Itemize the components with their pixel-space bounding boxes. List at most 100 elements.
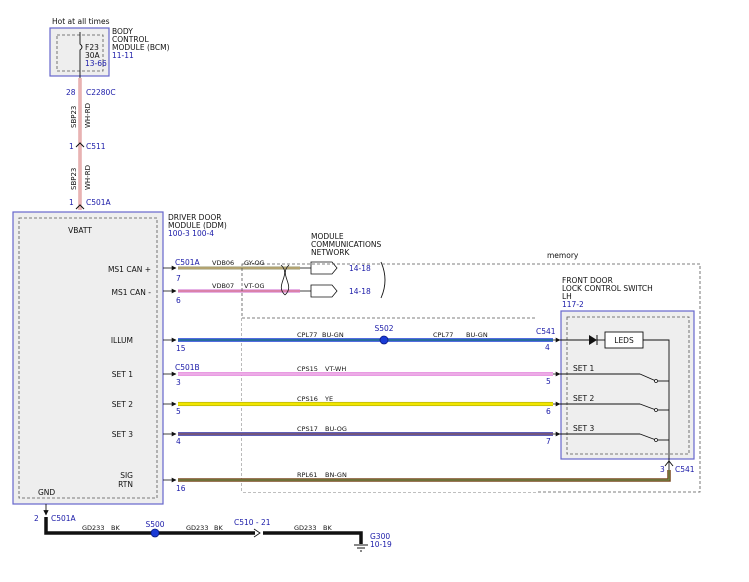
- leds-label: LEDS: [614, 336, 634, 345]
- inline-connector-c510-link[interactable]: C510 - 21: [234, 518, 271, 527]
- set2-switch-icon: [639, 403, 657, 411]
- set2-pin-right: 6: [546, 407, 551, 416]
- can-minus-pin: 6: [176, 296, 181, 305]
- network-title-line2: COMMUNICATIONS: [311, 240, 381, 249]
- ddm-pin-set2: SET 2: [112, 400, 133, 409]
- hot-at-all-times-label: Hot at all times: [52, 17, 110, 26]
- ddm-ref-link[interactable]: 100-3 100-4: [168, 229, 214, 238]
- sigrtn-connector-c541-link[interactable]: C541: [675, 465, 695, 474]
- fuse-symbol-icon: [79, 32, 83, 78]
- ground-seg3-color: BK: [323, 524, 332, 532]
- splice-s500-label: S500: [145, 520, 164, 529]
- ground-connector-c501a-link[interactable]: C501A: [51, 514, 77, 523]
- set1-pin-right: 5: [546, 377, 551, 386]
- ground-pin: 2: [34, 514, 39, 523]
- diode-icon: [589, 335, 597, 345]
- pin-bcm-28: 28: [66, 88, 76, 97]
- ddm-pin-ms1-can-minus: MS1 CAN -: [112, 288, 152, 297]
- ground-ref-link[interactable]: 10-19: [370, 540, 392, 549]
- can-plus-connector-link[interactable]: C501A: [175, 258, 201, 267]
- illum-color-left: BU-GN: [322, 331, 344, 339]
- bcm-title-line2: CONTROL: [112, 35, 149, 44]
- sigrtn-connector-icon: [664, 460, 674, 467]
- ddm-pin-set1: SET 1: [112, 370, 133, 379]
- network-title-line1: MODULE: [311, 232, 344, 241]
- set1-contact-icon: [654, 379, 658, 383]
- illum-pin-left: 15: [176, 344, 186, 353]
- connector-c2280c-link[interactable]: C2280C: [86, 88, 116, 97]
- set2-contact-icon: [654, 408, 658, 412]
- switch-title-line1: FRONT DOOR: [562, 276, 613, 285]
- sigrtn-color: BN-GN: [325, 471, 347, 479]
- ground-seg1-color: BK: [111, 524, 120, 532]
- illum-circuit-left: CPL77: [297, 331, 317, 339]
- twisted-pair-icon: [280, 264, 286, 296]
- ground-seg2-circuit: GD233: [186, 524, 208, 532]
- ddm-pin-sig: SIG: [120, 471, 133, 480]
- set1-connector-c501b-link[interactable]: C501B: [175, 363, 200, 372]
- ddm-pin-illum: ILLUM: [111, 336, 133, 345]
- sigrtn-pin-left: 16: [176, 484, 186, 493]
- pin-c511-1: 1: [69, 142, 74, 151]
- network-ref-link-2[interactable]: 14-18: [349, 287, 371, 296]
- ddm-vbatt-label: VBATT: [68, 226, 92, 235]
- ddm-title-line1: DRIVER DOOR: [168, 213, 221, 222]
- ddm-box: [12, 211, 164, 505]
- power-circuit-label-1: SBP23: [70, 106, 78, 128]
- set3-circuit: CPS17: [297, 425, 318, 433]
- bcm-ref-link[interactable]: 11-11: [112, 51, 134, 60]
- can-minus-color: VT-OG: [244, 282, 265, 290]
- set2-circuit: CPS16: [297, 395, 318, 403]
- illum-connector-c541-link[interactable]: C541: [536, 327, 556, 336]
- network-brace-icon: [380, 261, 386, 299]
- ground-seg1-circuit: GD233: [82, 524, 104, 532]
- ddm-gnd-label: GND: [38, 488, 55, 497]
- ground-seg2-color: BK: [214, 524, 223, 532]
- ground-seg3-circuit: GD233: [294, 524, 316, 532]
- twisted-pair-icon-2: [284, 264, 290, 296]
- ddm-inner-box: [18, 217, 158, 499]
- switch-set2-label: SET 2: [573, 394, 594, 403]
- switch-title-line2: LOCK CONTROL SWITCH: [562, 284, 653, 293]
- network-connector-plus-icon: [310, 261, 338, 275]
- set1-pin-left: 3: [176, 378, 181, 387]
- bcm-box: [49, 27, 110, 77]
- ddm-pin-set3: SET 3: [112, 430, 133, 439]
- set1-switch-icon: [639, 373, 657, 382]
- set3-contact-icon: [654, 438, 658, 442]
- set2-color: YE: [324, 395, 333, 403]
- set3-pin-right: 7: [546, 437, 551, 446]
- switch-common-rail: [643, 339, 670, 475]
- pin-c501a-1: 1: [69, 198, 74, 207]
- power-circuit-label-2: SBP23: [70, 168, 78, 190]
- set1-color: VT-WH: [325, 365, 346, 373]
- network-ref-link-1[interactable]: 14-18: [349, 264, 371, 273]
- switch-set1-label: SET 1: [573, 364, 594, 373]
- set2-pin-left: 5: [176, 407, 181, 416]
- set3-switch-icon: [639, 433, 657, 441]
- bcm-title-line3: MODULE (BCM): [112, 43, 170, 52]
- connector-c501a-link[interactable]: C501A: [86, 198, 112, 207]
- ground-g300-link[interactable]: G300: [370, 532, 390, 541]
- set3-color: BU-OG: [325, 425, 347, 433]
- splice-s500-icon: [150, 528, 160, 538]
- c501a-connector-icon: [75, 204, 85, 210]
- c511-connector-icon: [75, 142, 85, 148]
- fuse-ref-link[interactable]: 13-66: [85, 59, 107, 68]
- can-plus-color: GY-OG: [244, 259, 265, 267]
- memory-label: memory: [547, 251, 579, 260]
- ddm-pin-rtn: RTN: [118, 480, 133, 489]
- switch-title-line3: LH: [562, 292, 572, 301]
- connector-c511-link[interactable]: C511: [86, 142, 106, 151]
- can-minus-circuit: VDB07: [212, 282, 234, 290]
- fuse-rating: 30A: [85, 51, 101, 60]
- sigrtn-pin-right: 3: [660, 465, 665, 474]
- switch-inner-box: [566, 316, 690, 455]
- splice-s502-icon: [379, 335, 389, 345]
- ddm-title-line2: MODULE (DDM): [168, 221, 227, 230]
- switch-ref-link[interactable]: 117-2: [562, 300, 584, 309]
- network-title-line3: NETWORK: [311, 248, 350, 257]
- power-color-label-2: WH-RD: [84, 165, 92, 190]
- power-color-label-1: WH-RD: [84, 103, 92, 128]
